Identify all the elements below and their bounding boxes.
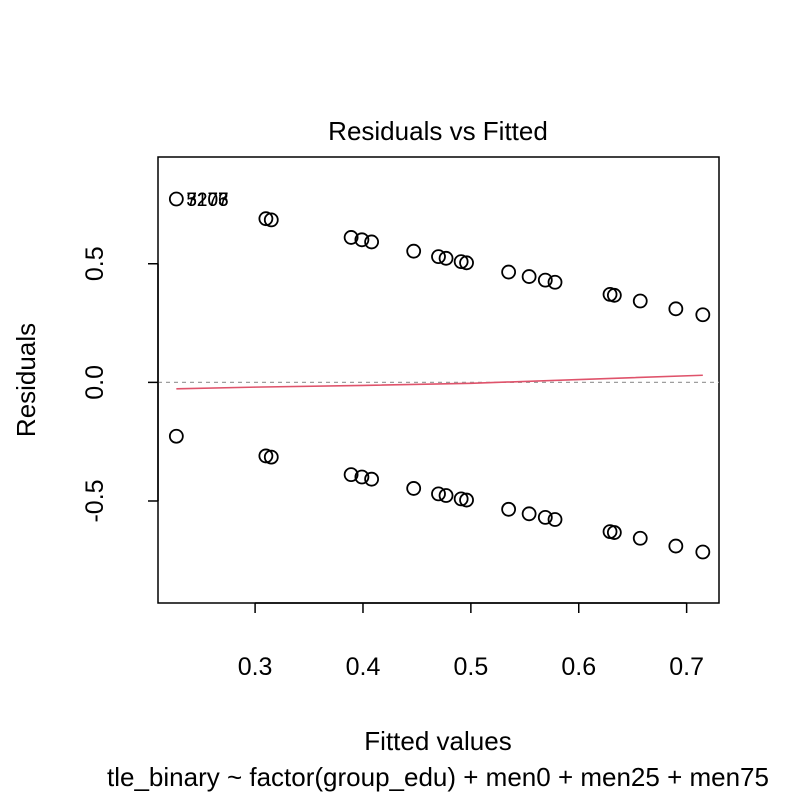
residual-point bbox=[168, 428, 184, 444]
residual-point bbox=[606, 287, 622, 303]
residual-point bbox=[406, 481, 422, 496]
x-tick-label: 0.4 bbox=[346, 653, 381, 681]
residual-point bbox=[501, 501, 517, 517]
residual-point bbox=[364, 471, 380, 487]
residual-point bbox=[632, 530, 648, 546]
residual-point bbox=[406, 243, 422, 259]
y-axis-label: Residuals bbox=[11, 323, 41, 437]
residual-point bbox=[431, 486, 446, 502]
residual-point bbox=[547, 274, 563, 290]
smoother-line bbox=[176, 374, 703, 390]
residual-point bbox=[537, 272, 553, 288]
residual-point bbox=[695, 544, 711, 560]
residual-point bbox=[521, 506, 537, 522]
residual-point bbox=[668, 301, 684, 317]
residual-point bbox=[668, 538, 684, 554]
residual-point bbox=[354, 469, 370, 485]
residual-point bbox=[438, 250, 454, 266]
x-tick-label: 0.5 bbox=[453, 653, 488, 681]
residual-point bbox=[168, 191, 184, 207]
x-tick-label: 0.7 bbox=[669, 653, 704, 681]
residual-point bbox=[459, 492, 474, 508]
x-tick-label: 0.3 bbox=[238, 653, 273, 681]
residual-point bbox=[501, 264, 517, 280]
chart-title: Residuals vs Fitted bbox=[328, 116, 548, 146]
x-axis: 0.3 0.4 0.5 0.6 0.7 bbox=[238, 602, 704, 681]
residual-point bbox=[258, 448, 274, 464]
residual-point bbox=[521, 269, 537, 284]
residual-point bbox=[453, 491, 469, 507]
residual-point bbox=[438, 488, 454, 503]
residual-point bbox=[343, 467, 359, 483]
residual-point bbox=[459, 255, 474, 271]
y-tick-label: -0.5 bbox=[81, 479, 109, 522]
outlier-label: 3207 bbox=[186, 190, 228, 211]
residual-point bbox=[354, 232, 370, 248]
residual-point bbox=[537, 509, 553, 525]
outlier-label: 7173 bbox=[186, 190, 228, 211]
y-tick-label: 0.0 bbox=[81, 365, 109, 400]
residual-point bbox=[258, 211, 274, 227]
residual-point bbox=[453, 254, 469, 270]
residual-point bbox=[343, 230, 359, 245]
y-tick-label: 0.5 bbox=[81, 246, 109, 281]
y-axis: -0.5 0.0 0.5 bbox=[81, 246, 159, 523]
model-formula-caption: tle_binary ~ factor(group_edu) + men0 + … bbox=[107, 762, 769, 792]
residual-point bbox=[263, 212, 279, 228]
residual-point bbox=[263, 449, 279, 465]
residual-point bbox=[364, 234, 380, 250]
residual-point bbox=[547, 512, 563, 527]
residual-point bbox=[431, 249, 446, 265]
residual-point bbox=[606, 525, 622, 540]
residual-points bbox=[168, 191, 711, 560]
outlier-label: 5206 bbox=[186, 190, 228, 211]
x-tick-label: 0.6 bbox=[561, 653, 596, 681]
residual-point bbox=[695, 307, 711, 323]
x-axis-label: Fitted values bbox=[364, 726, 511, 756]
residual-point bbox=[632, 293, 648, 309]
